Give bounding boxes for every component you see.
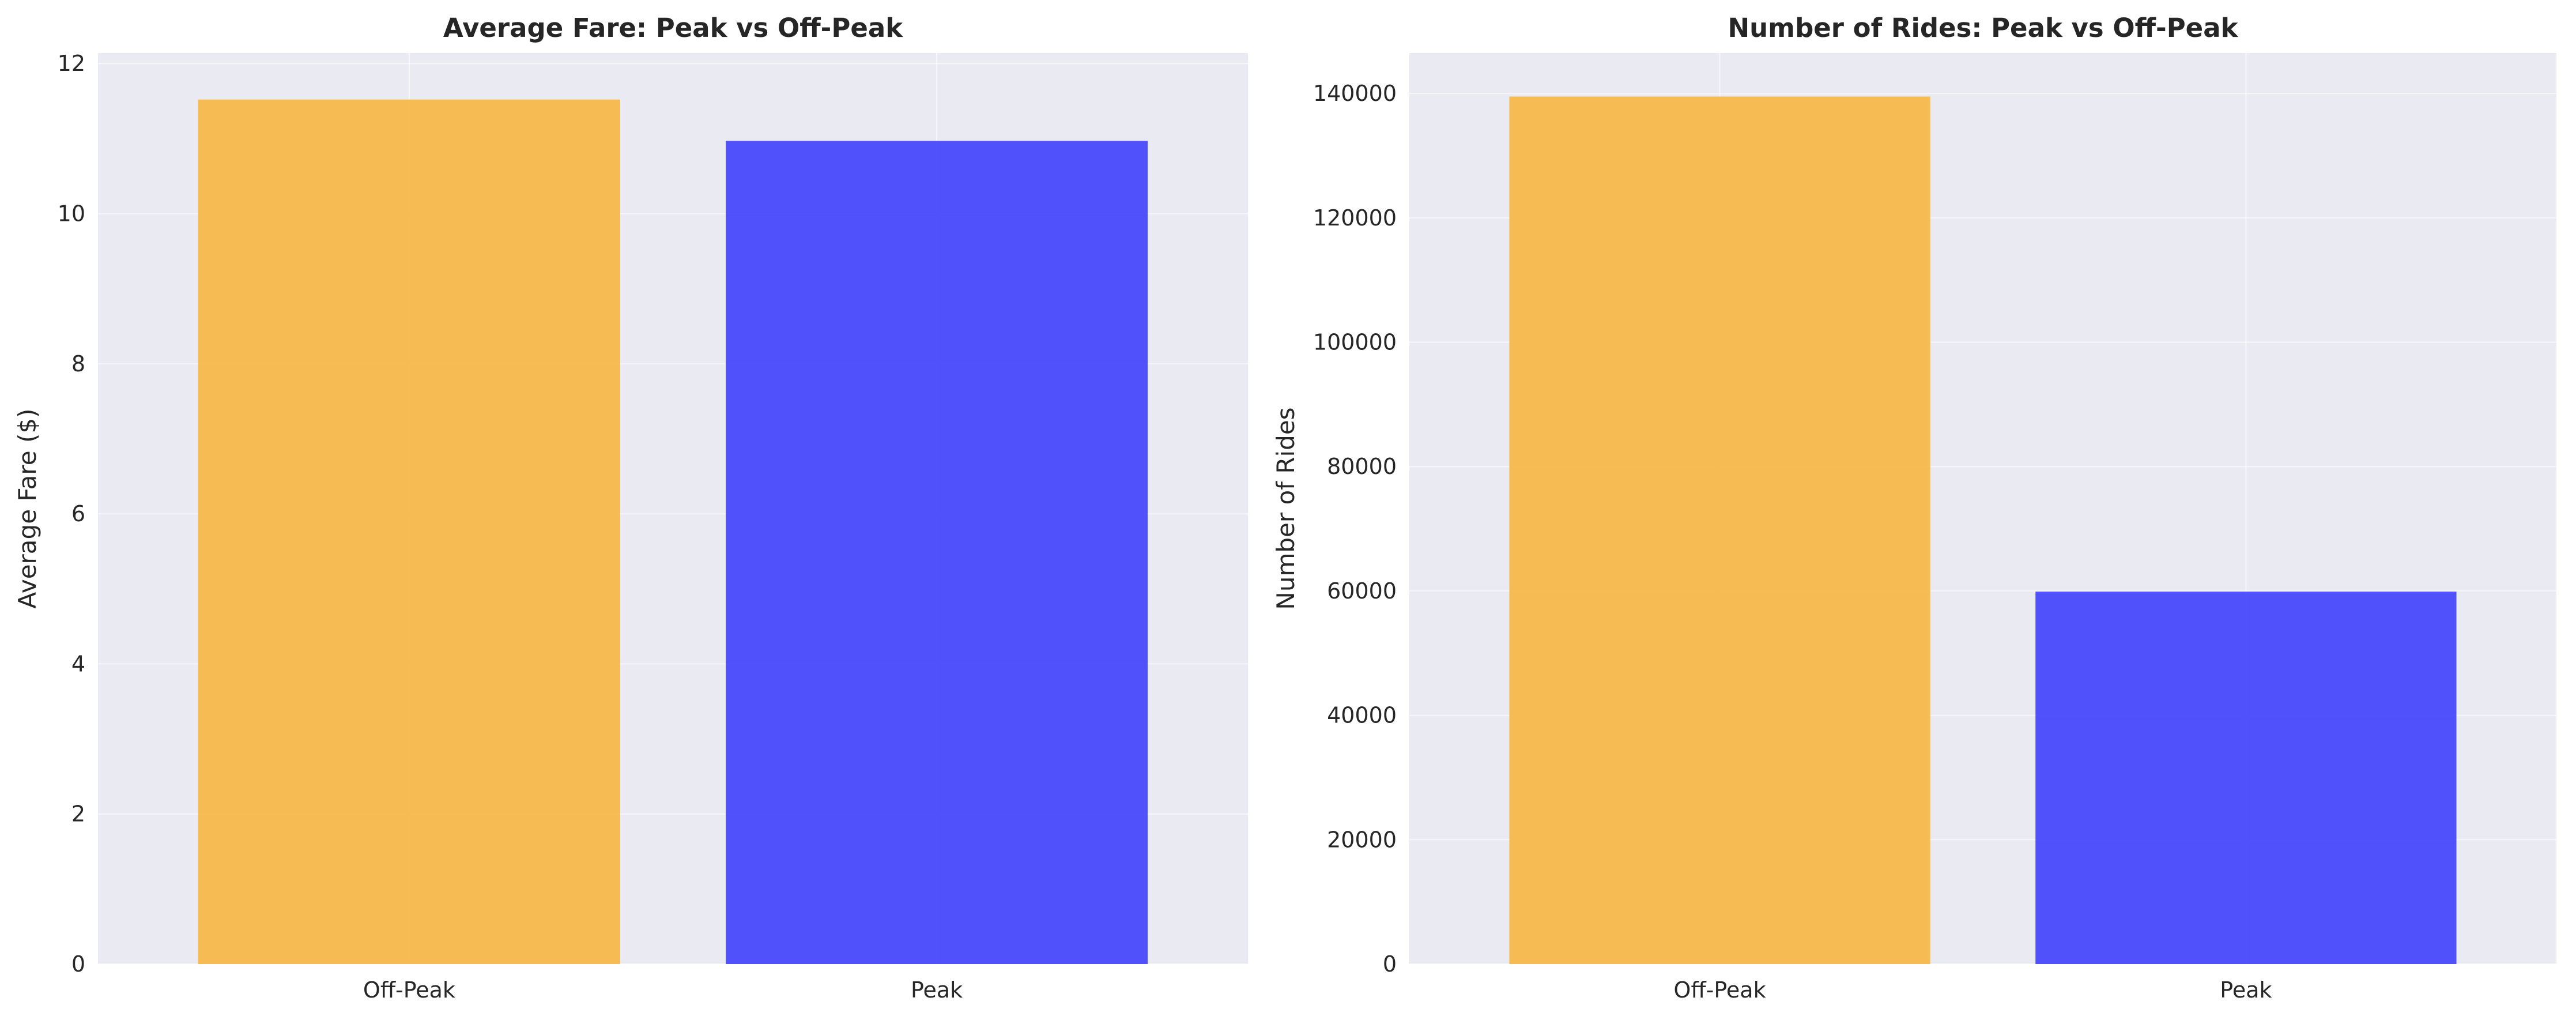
chart-average-fare: 0 2 4 6 8 10 12 Off-Peak Peak Average Fare: Peak … bbox=[13, 13, 1248, 1003]
bar-off-peak bbox=[198, 99, 620, 965]
chart-title: Number of Rides: Peak vs Off-Peak bbox=[1728, 13, 2238, 43]
y-tick-label: 100000 bbox=[1313, 330, 1397, 355]
x-tick-label: Off-Peak bbox=[363, 977, 455, 1003]
chart-title: Average Fare: Peak vs Off-Peak bbox=[443, 13, 903, 43]
bar-peak bbox=[726, 141, 1148, 965]
y-tick-label: 0 bbox=[71, 951, 85, 977]
bar-peak bbox=[2035, 591, 2457, 964]
y-tick-label: 80000 bbox=[1327, 454, 1397, 479]
y-axis-label: Average Fare ($) bbox=[13, 409, 42, 609]
y-tick-label: 40000 bbox=[1327, 703, 1397, 728]
y-tick-label: 20000 bbox=[1327, 827, 1397, 852]
x-tick-label: Peak bbox=[911, 977, 963, 1003]
y-tick-label: 6 bbox=[71, 501, 85, 526]
y-tick-label: 120000 bbox=[1313, 205, 1397, 231]
y-tick-label: 4 bbox=[71, 651, 85, 676]
y-tick-label: 60000 bbox=[1327, 578, 1397, 604]
y-tick-label: 140000 bbox=[1313, 81, 1397, 106]
y-tick-label: 8 bbox=[71, 351, 85, 377]
x-tick-label: Off-Peak bbox=[1674, 977, 1766, 1003]
y-tick-label: 0 bbox=[1383, 951, 1397, 977]
x-tick-label: Peak bbox=[2220, 977, 2272, 1003]
y-axis-label: Number of Rides bbox=[1272, 407, 1300, 609]
y-tick-label: 12 bbox=[58, 51, 85, 76]
y-tick-label: 10 bbox=[58, 201, 85, 227]
bar-off-peak bbox=[1509, 96, 1930, 964]
chart-number-of-rides: 0 20000 40000 60000 80000 100000 120000 140000 O… bbox=[1272, 13, 2556, 1003]
y-tick-label: 2 bbox=[71, 801, 85, 827]
